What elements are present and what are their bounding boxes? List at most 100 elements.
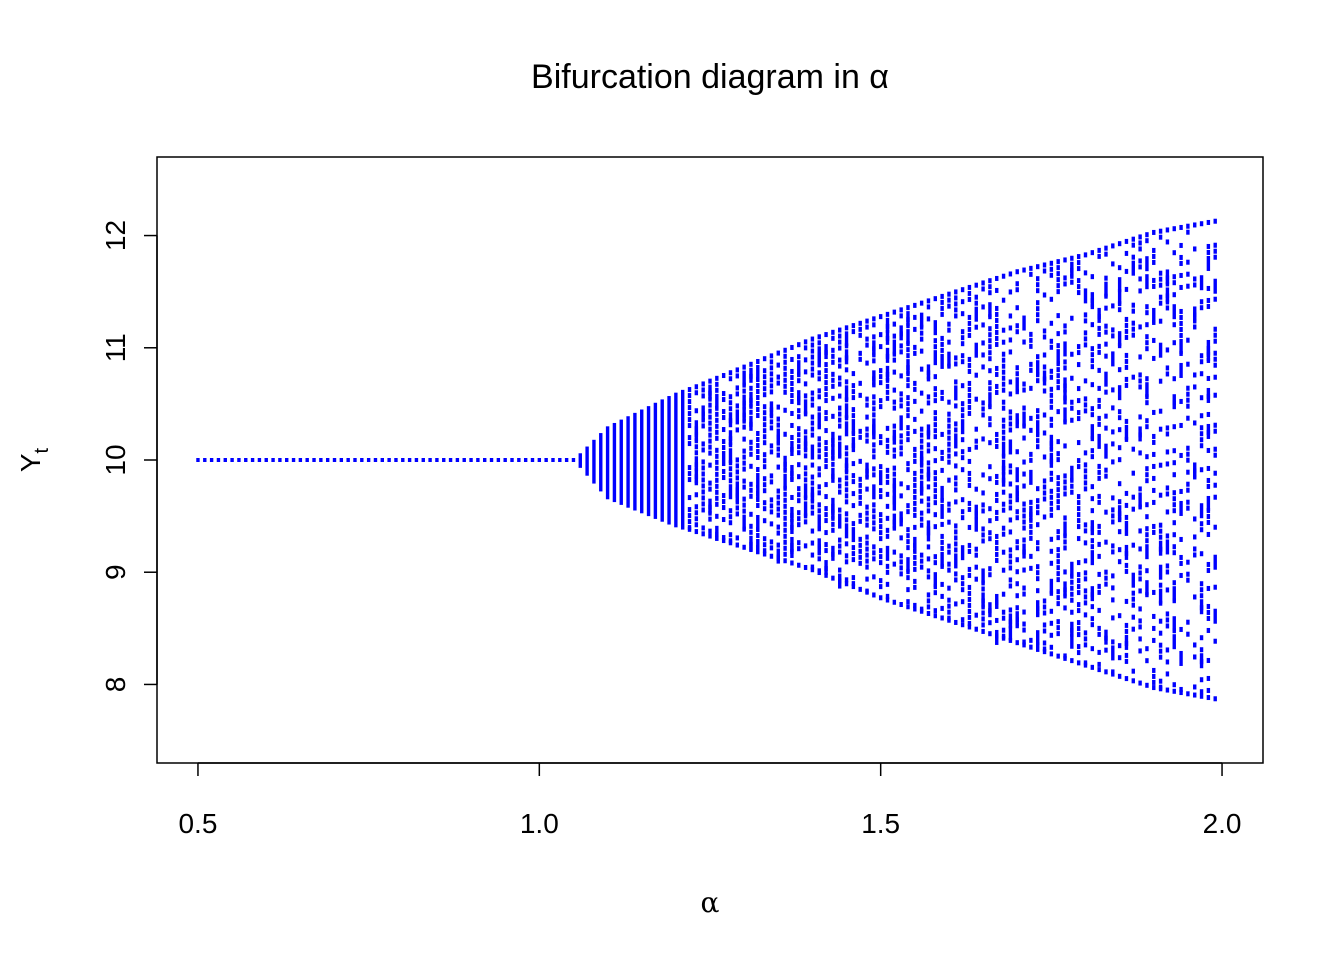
- data-point: [1186, 259, 1190, 265]
- data-point: [1165, 371, 1170, 377]
- data-point: [1001, 429, 1006, 435]
- data-point: [783, 353, 787, 359]
- data-point: [797, 342, 801, 348]
- data-point: [906, 317, 910, 323]
- data-point: [1145, 382, 1149, 398]
- data-point: [892, 453, 897, 459]
- data-point: [1111, 597, 1115, 603]
- data-point: [913, 350, 917, 356]
- data-point: [960, 599, 965, 605]
- data-point: [960, 341, 965, 347]
- data-point: [865, 504, 869, 510]
- data-point: [1138, 648, 1142, 654]
- data-point: [1097, 541, 1101, 547]
- data-point: [1001, 423, 1006, 429]
- data-point: [858, 326, 862, 332]
- data-point: [967, 368, 972, 374]
- data-point: [776, 500, 780, 506]
- data-point: [769, 539, 774, 545]
- data-point: [981, 610, 985, 616]
- data-point: [906, 407, 910, 413]
- data-point: [899, 559, 903, 565]
- data-point: [1083, 636, 1088, 642]
- data-point: [995, 431, 999, 437]
- data-point: [954, 403, 958, 409]
- data-point: [803, 399, 808, 415]
- data-point: [1193, 282, 1197, 288]
- data-point: [906, 461, 910, 467]
- data-point: [1158, 648, 1163, 654]
- data-point: [885, 581, 890, 587]
- data-point: [1036, 306, 1040, 312]
- data-point: [1199, 527, 1204, 533]
- data-point: [749, 541, 753, 547]
- data-point: [981, 508, 985, 514]
- data-point: [858, 350, 862, 356]
- data-point: [1179, 572, 1183, 578]
- data-point: [1131, 494, 1135, 500]
- data-point: [1186, 391, 1190, 397]
- data-point: [1138, 432, 1142, 438]
- data-point: [1063, 443, 1067, 449]
- data-point: [899, 397, 903, 403]
- data-point: [1001, 381, 1006, 387]
- data-point: [1145, 514, 1149, 520]
- data-point: [1206, 429, 1211, 435]
- data-point: [749, 385, 753, 391]
- data-point: [1049, 488, 1054, 494]
- data-point: [1206, 357, 1211, 363]
- data-point: [899, 349, 903, 355]
- data-point: [1131, 236, 1135, 242]
- data-point: [858, 458, 862, 464]
- data-point: [1076, 350, 1081, 356]
- data-point: [1145, 274, 1149, 290]
- data-point: [947, 507, 951, 513]
- data-point: [817, 544, 821, 550]
- data-point: [1179, 536, 1183, 542]
- data-point: [1165, 227, 1170, 233]
- data-point: [1104, 509, 1108, 515]
- data-point: [1022, 642, 1026, 648]
- data-point: [694, 480, 699, 486]
- data-point: [1111, 405, 1115, 411]
- data-point: [1001, 339, 1006, 345]
- data-point: [749, 493, 753, 499]
- data-point: [1049, 494, 1054, 500]
- data-point: [844, 517, 849, 523]
- data-point: [783, 527, 787, 533]
- data-point: [1172, 532, 1176, 538]
- data-point: [1001, 405, 1006, 411]
- data-point: [831, 383, 835, 389]
- data-point: [817, 424, 821, 430]
- data-point: [1138, 606, 1142, 612]
- data-point: [742, 484, 746, 490]
- data-point: [1111, 645, 1115, 661]
- data-point: [687, 435, 692, 441]
- data-point: [926, 376, 931, 382]
- data-point: [1083, 378, 1088, 384]
- data-point: [824, 506, 828, 512]
- data-point: [844, 487, 849, 493]
- data-point: [469, 458, 473, 462]
- data-point: [947, 567, 951, 573]
- data-point: [817, 502, 821, 508]
- data-point: [1199, 593, 1204, 599]
- data-point: [708, 396, 712, 402]
- data-point: [803, 447, 808, 453]
- data-point: [769, 473, 774, 479]
- data-point: [940, 431, 944, 437]
- data-point: [810, 348, 815, 354]
- data-point: [1172, 460, 1176, 466]
- data-point: [851, 581, 856, 587]
- data-point: [872, 454, 876, 460]
- data-point: [1001, 531, 1006, 537]
- data-point: [1056, 409, 1060, 415]
- data-point: [831, 455, 835, 461]
- data-point: [797, 516, 801, 522]
- data-point: [926, 370, 931, 376]
- data-point: [844, 559, 849, 565]
- data-point: [1015, 605, 1019, 611]
- data-point: [1029, 343, 1033, 349]
- data-point: [1076, 512, 1081, 518]
- data-point: [933, 338, 937, 344]
